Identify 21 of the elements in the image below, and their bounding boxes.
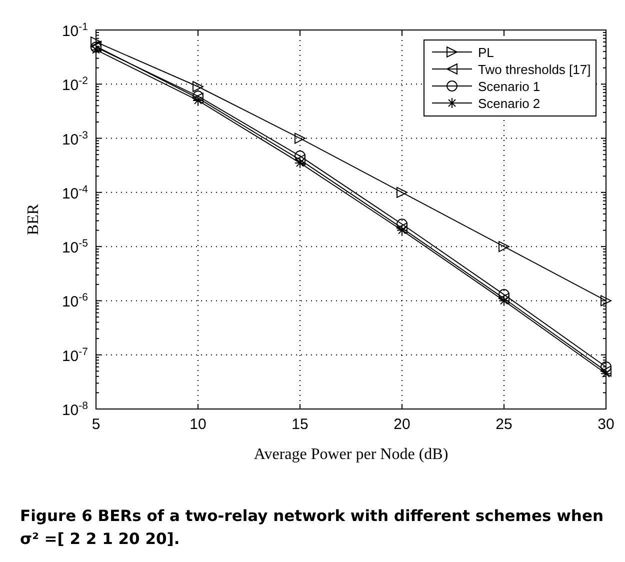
x-tick-label: 20 xyxy=(394,416,410,433)
x-tick-label: 30 xyxy=(598,416,614,433)
x-tick-label: 15 xyxy=(292,416,308,433)
legend-label: Two thresholds [17] xyxy=(478,62,591,77)
x-tick-label: 25 xyxy=(496,416,512,433)
y-tick-label: 10$^{-7}$ xyxy=(62,346,88,365)
y-axis-title: BER xyxy=(25,204,42,236)
x-tick-label: 5 xyxy=(92,416,100,433)
y-tick-label: 10$^{-5}$ xyxy=(62,238,88,257)
legend-label: Scenario 2 xyxy=(478,96,540,111)
y-tick-label: 10$^{-3}$ xyxy=(62,129,88,148)
y-tick-label: 10$^{-4}$ xyxy=(62,183,88,202)
legend-label: PL xyxy=(478,45,494,60)
y-tick-label: 10$^{-1}$ xyxy=(62,21,88,40)
y-tick-label: 10$^{-8}$ xyxy=(62,400,88,419)
x-tick-label: 10 xyxy=(190,416,206,433)
legend-label: Scenario 1 xyxy=(478,79,540,94)
y-tick-label: 10$^{-6}$ xyxy=(62,292,88,311)
caption: Figure 6 BERs of a two-relay network with different schemes when σ² =[ 2 2 1 20 20]. xyxy=(20,506,604,550)
x-axis-title: Average Power per Node (dB) xyxy=(254,446,448,463)
y-tick-label: 10$^{-2}$ xyxy=(62,75,88,94)
